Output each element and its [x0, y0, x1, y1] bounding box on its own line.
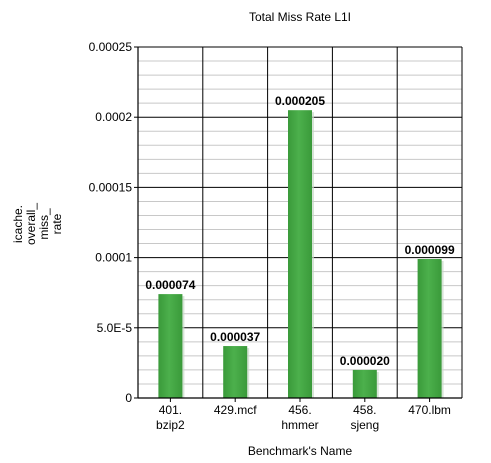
chart-title: Total Miss Rate L1I — [248, 10, 352, 24]
x-tick-label: 456. hmmer — [281, 403, 318, 432]
y-tick-label: 0 — [125, 391, 132, 405]
y-tick-label: 0.0002 — [95, 110, 132, 124]
bar — [352, 369, 377, 398]
bar-value-label: 0.000020 — [340, 354, 390, 368]
bar-value-label: 0.000037 — [210, 330, 260, 344]
bar-value-label: 0.000074 — [145, 278, 195, 292]
y-tick-label: 5.0E-5 — [97, 321, 133, 335]
x-axis-title: Benchmark's Name — [247, 444, 353, 458]
bar-value-label: 0.000205 — [275, 94, 325, 108]
y-tick-label: 0.00015 — [89, 180, 133, 194]
x-tick-label: 470.lbm — [408, 403, 451, 417]
y-tick-label: 0.0001 — [95, 251, 132, 265]
bar-value-label: 0.000099 — [405, 243, 455, 257]
bars: 0.000074 401. bzip2 0.000037 429.mcf 0.000205… — [145, 94, 455, 432]
x-tick-label: 429.mcf — [214, 403, 257, 417]
bar — [223, 346, 248, 398]
bar — [417, 259, 442, 398]
y-tick-label: 0.00025 — [89, 40, 133, 54]
y-axis-ticks: 0 5.0E-5 0.0001 0.00015 0.0002 0.00025 — [89, 40, 138, 405]
bar — [288, 110, 312, 399]
x-tick-label: 401. bzip2 — [156, 403, 185, 432]
bar — [158, 294, 183, 398]
x-tick-label: 458. sjeng — [350, 403, 379, 432]
